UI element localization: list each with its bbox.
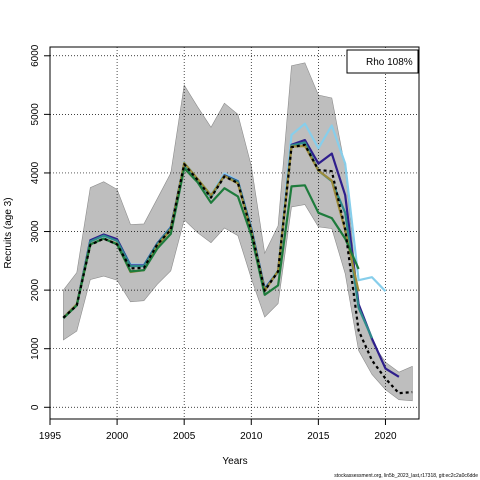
confidence-band-layer [63, 62, 413, 402]
series-layer [62, 122, 413, 395]
y-tick-label: 6000 [30, 44, 41, 67]
axis-layer: 1995 2000 2005 2010 2015 2020 0 1000 2000 3000 400… [30, 44, 397, 442]
confidence-band [63, 62, 413, 402]
legend: Rho 108% [346, 49, 419, 74]
x-tick-label: 2015 [307, 431, 330, 442]
y-tick-label: 4000 [30, 161, 41, 184]
y-tick-label: 5000 [30, 103, 41, 126]
x-tick-label: 2005 [173, 431, 196, 442]
legend-label: Rho 108% [366, 57, 413, 68]
x-tick-label: 2010 [240, 431, 263, 442]
legend-box [346, 49, 419, 74]
y-tick-label: 1000 [30, 337, 41, 360]
y-axis-title: Recruits (age 3) [3, 197, 14, 268]
y-tick-label: 2000 [30, 279, 41, 302]
y-tick-label: 0 [30, 404, 41, 410]
x-tick-label: 2000 [106, 431, 129, 442]
x-axis-title: Years [222, 456, 247, 467]
footer-credit: stockassessment.org, lin5b_2023_last,r17… [334, 473, 478, 479]
x-tick-label: 2020 [374, 431, 397, 442]
x-tick-label: 1995 [39, 431, 62, 442]
y-tick-label: 3000 [30, 220, 41, 243]
